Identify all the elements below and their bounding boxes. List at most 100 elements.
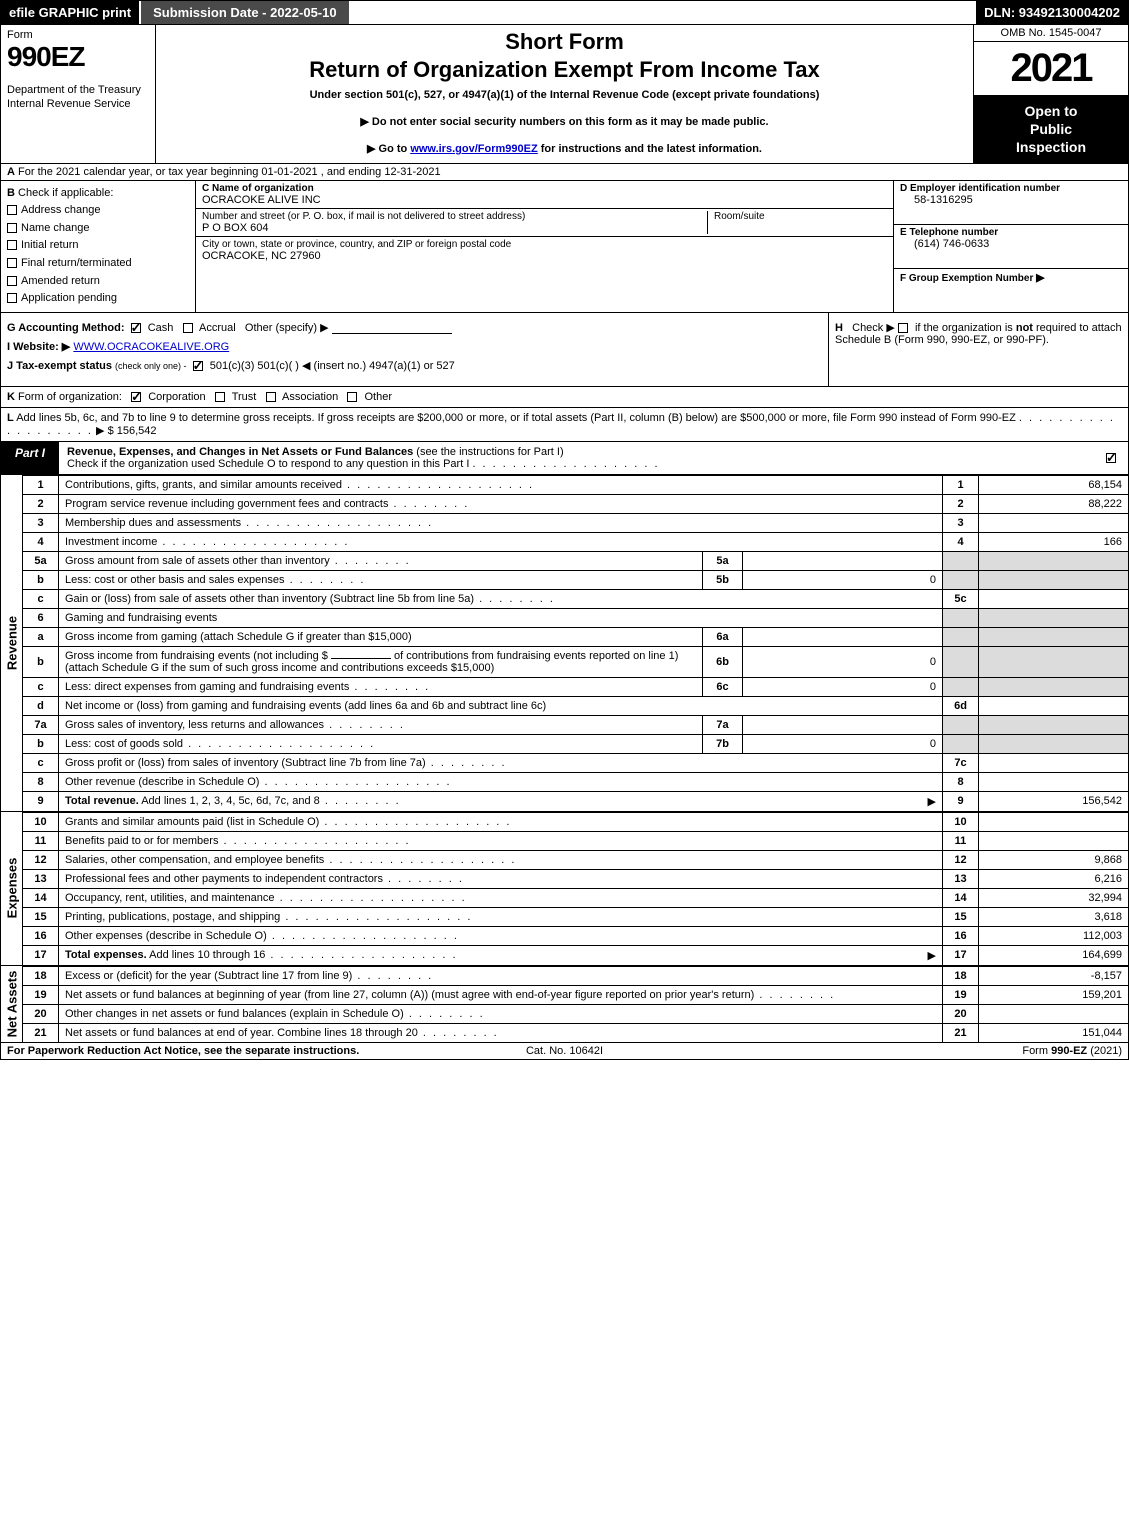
line-6d: d Net income or (loss) from gaming and f… [23, 696, 1129, 715]
cb-initial-return[interactable]: Initial return [7, 237, 189, 255]
cb-accrual[interactable] [183, 323, 193, 333]
cb-corporation[interactable] [131, 392, 141, 402]
website-link[interactable]: WWW.OCRACOKEALIVE.ORG [73, 341, 229, 353]
footer-center: Cat. No. 10642I [379, 1045, 751, 1057]
row-a-prefix: A [7, 166, 15, 178]
cb-501c3[interactable] [193, 361, 203, 371]
cb-h-check[interactable] [898, 323, 908, 333]
meta-grid: B Check if applicable: Address change Na… [0, 181, 1129, 313]
part-1-checkbox-cell [1098, 442, 1128, 474]
form-word: Form [7, 29, 149, 41]
cb-other-org[interactable] [347, 392, 357, 402]
l-amount: $ 156,542 [108, 425, 157, 437]
cb-part1-schedule-o[interactable] [1106, 453, 1116, 463]
section-c: C Name of organization OCRACOKE ALIVE IN… [196, 181, 893, 312]
line-11: 11 Benefits paid to or for members 11 [23, 831, 1129, 850]
e-label: E Telephone number [900, 227, 1122, 238]
row-a-text: For the 2021 calendar year, or tax year … [18, 166, 441, 178]
cb-trust[interactable] [215, 392, 225, 402]
line-18: 18 Excess or (deficit) for the year (Sub… [23, 966, 1129, 985]
line-10: 10 Grants and similar amounts paid (list… [23, 812, 1129, 831]
d-label: D Employer identification number [900, 183, 1122, 194]
revenue-table: 1 Contributions, gifts, grants, and simi… [22, 475, 1129, 812]
i-label: I Website: ▶ [7, 341, 70, 353]
f-arrow: ▶ [1036, 272, 1044, 284]
section-h: H Check ▶ if the organization is not req… [828, 313, 1128, 386]
expenses-section: Expenses 10 Grants and similar amounts p… [0, 812, 1129, 966]
form-number: 990EZ [7, 41, 149, 73]
irs-link[interactable]: www.irs.gov/Form990EZ [410, 143, 537, 155]
part-1-label: Part I [1, 442, 59, 474]
f-label: F Group Exemption Number [900, 273, 1033, 284]
street-value: P O BOX 604 [202, 222, 707, 234]
k-label: Form of organization: [18, 391, 122, 403]
header-right: OMB No. 1545-0047 2021 Open to Public In… [973, 25, 1128, 163]
cb-application-pending[interactable]: Application pending [7, 290, 189, 308]
b-check-label: Check if applicable: [18, 187, 113, 199]
ein-value: 58-1316295 [900, 194, 1122, 206]
l-arrow: ▶ [96, 425, 104, 437]
other-specify-field[interactable] [332, 333, 452, 334]
gh-left: G Accounting Method: Cash Accrual Other … [1, 313, 828, 386]
part-1-header: Part I Revenue, Expenses, and Changes in… [0, 442, 1129, 475]
line-17: 17 Total expenses. Add lines 10 through … [23, 945, 1129, 965]
revenue-section: Revenue 1 Contributions, gifts, grants, … [0, 475, 1129, 812]
tax-year: 2021 [974, 42, 1128, 96]
line-20: 20 Other changes in net assets or fund b… [23, 1004, 1129, 1023]
expenses-table: 10 Grants and similar amounts paid (list… [22, 812, 1129, 966]
g-label: G Accounting Method: [7, 322, 125, 334]
l-text: Add lines 5b, 6c, and 7b to line 9 to de… [16, 412, 1016, 424]
cb-association[interactable] [266, 392, 276, 402]
line-4: 4 Investment income 4 166 [23, 532, 1129, 551]
top-bar: efile GRAPHIC print Submission Date - 20… [0, 0, 1129, 25]
instruction-2: ▶ Go to www.irs.gov/Form990EZ for instru… [164, 142, 965, 155]
j-label: J Tax-exempt status [7, 360, 112, 372]
cb-address-change[interactable]: Address change [7, 202, 189, 220]
line-5b: b Less: cost or other basis and sales ex… [23, 570, 1129, 589]
instruction-1: ▶ Do not enter social security numbers o… [164, 115, 965, 128]
room-label: Room/suite [714, 211, 887, 222]
line-14: 14 Occupancy, rent, utilities, and maint… [23, 888, 1129, 907]
revenue-vertical-label: Revenue [0, 475, 22, 812]
line-7c: c Gross profit or (loss) from sales of i… [23, 753, 1129, 772]
part-1-check-text: Check if the organization used Schedule … [67, 458, 469, 470]
subtitle: Under section 501(c), 527, or 4947(a)(1)… [164, 89, 965, 101]
j-opts: 501(c)(3) 501(c)( ) ◀ (insert no.) 4947(… [210, 360, 455, 372]
netassets-vertical-label: Net Assets [0, 966, 22, 1043]
cb-amended-return[interactable]: Amended return [7, 273, 189, 291]
line-19: 19 Net assets or fund balances at beginn… [23, 985, 1129, 1004]
j-note: (check only one) - [115, 361, 187, 371]
line-9: 9 Total revenue. Add lines 1, 2, 3, 4, 5… [23, 791, 1129, 811]
part-1-title-note: (see the instructions for Part I) [416, 446, 563, 458]
line-16: 16 Other expenses (describe in Schedule … [23, 926, 1129, 945]
line-6a: a Gross income from gaming (attach Sched… [23, 627, 1129, 646]
cb-cash[interactable] [131, 323, 141, 333]
l-prefix: L [7, 412, 14, 424]
part-1-title-main: Revenue, Expenses, and Changes in Net As… [67, 446, 413, 458]
expenses-vertical-label: Expenses [0, 812, 22, 966]
topbar-spacer [349, 1, 977, 24]
efile-label[interactable]: efile GRAPHIC print [1, 1, 139, 24]
k-prefix: K [7, 391, 15, 403]
cb-final-return[interactable]: Final return/terminated [7, 255, 189, 273]
footer-left: For Paperwork Reduction Act Notice, see … [7, 1045, 379, 1057]
org-name: OCRACOKE ALIVE INC [202, 194, 887, 206]
street-label: Number and street (or P. O. box, if mail… [202, 211, 707, 222]
page-footer: For Paperwork Reduction Act Notice, see … [0, 1043, 1129, 1060]
line-15: 15 Printing, publications, postage, and … [23, 907, 1129, 926]
department-label: Department of the Treasury Internal Reve… [7, 83, 149, 112]
section-b: B Check if applicable: Address change Na… [1, 181, 196, 312]
line-2: 2 Program service revenue including gove… [23, 494, 1129, 513]
open-to-public: Open to Public Inspection [974, 96, 1128, 163]
omb-number: OMB No. 1545-0047 [974, 25, 1128, 42]
row-l: L Add lines 5b, 6c, and 7b to line 9 to … [0, 408, 1129, 442]
header-center: Short Form Return of Organization Exempt… [156, 25, 973, 163]
instr2-post: for instructions and the latest informat… [538, 143, 762, 155]
line-12: 12 Salaries, other compensation, and emp… [23, 850, 1129, 869]
row-k: K Form of organization: Corporation Trus… [0, 387, 1129, 408]
submission-date: Submission Date - 2022-05-10 [139, 1, 349, 24]
h-post: if the organization is [915, 322, 1016, 334]
form-header: Form 990EZ Department of the Treasury In… [0, 25, 1129, 164]
cb-name-change[interactable]: Name change [7, 220, 189, 238]
footer-right: Form 990-EZ (2021) [750, 1045, 1122, 1057]
